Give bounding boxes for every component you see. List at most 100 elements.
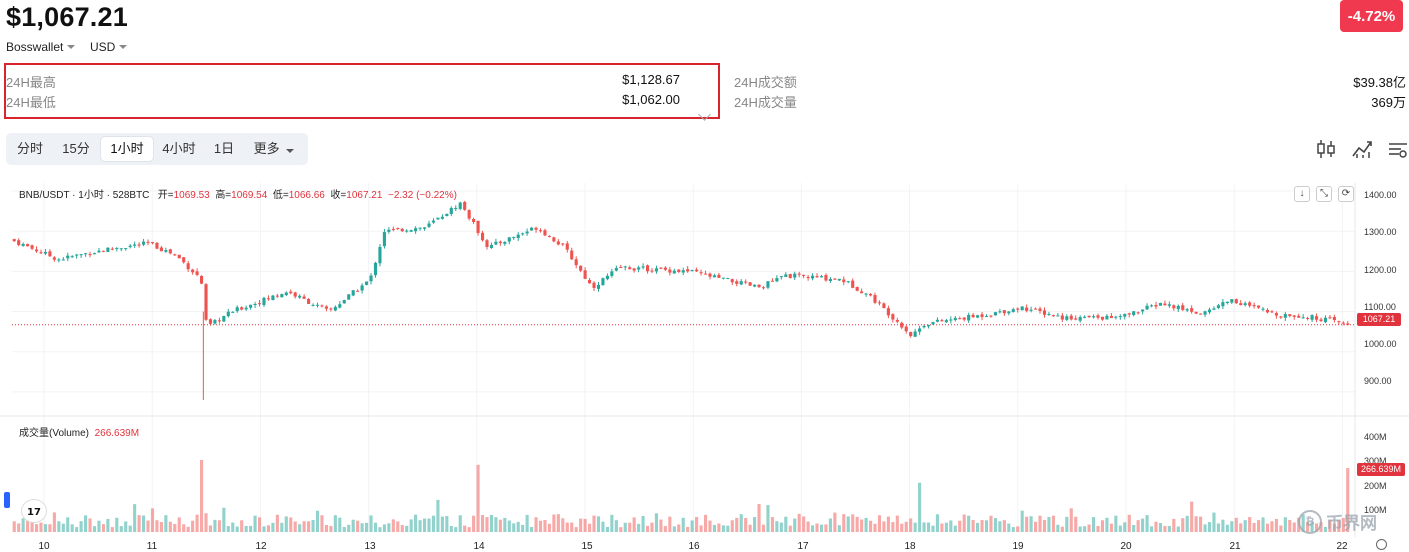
volume-bar — [663, 526, 667, 532]
candle-body — [454, 207, 458, 209]
tab-4h[interactable]: 4小时 — [162, 141, 196, 156]
candle-body — [1149, 305, 1154, 307]
volume-bar — [1332, 523, 1336, 532]
volume-bar — [1230, 521, 1234, 532]
volume-bar — [1221, 519, 1225, 532]
volume-bar — [1292, 522, 1296, 532]
candle-body — [1007, 311, 1011, 314]
volume-bar — [244, 525, 248, 532]
candle-body — [708, 273, 712, 277]
volume-bar — [1190, 501, 1194, 532]
volume-bar — [307, 521, 311, 532]
fullscreen-button[interactable]: ⤡ — [1316, 186, 1332, 202]
tab-1h[interactable]: 1小时 — [101, 137, 153, 161]
volume-bar — [690, 520, 694, 532]
candle-body — [137, 244, 141, 246]
tab-timeline[interactable]: 分时 — [16, 141, 43, 156]
volume-bar — [271, 522, 275, 532]
tab-15m[interactable]: 15分 — [62, 141, 90, 156]
volume-bar — [262, 526, 266, 532]
tab-1d[interactable]: 1日 — [213, 141, 235, 156]
volume-bar — [868, 520, 873, 532]
volume-bar — [1149, 526, 1154, 532]
candle-body — [761, 287, 766, 289]
tab-more-label: 更多 — [253, 141, 280, 156]
candle-body — [150, 242, 155, 244]
volume-bar — [1154, 521, 1158, 532]
candle-body — [1136, 312, 1140, 314]
candle-body — [168, 249, 172, 254]
candle-body — [1105, 315, 1109, 320]
volume-bar — [753, 517, 757, 532]
currency-select[interactable]: USD — [90, 40, 128, 54]
candle-body — [75, 254, 79, 256]
volume-bar — [1123, 522, 1127, 532]
candle-body — [538, 230, 543, 232]
volume-bar — [1257, 520, 1261, 532]
candle-body — [788, 274, 792, 278]
volume-bar — [1265, 523, 1270, 532]
tab-more[interactable]: 更多 — [248, 137, 300, 161]
candle-body — [422, 227, 427, 229]
highlighted-stats-box — [4, 63, 720, 119]
candle-body — [1297, 315, 1301, 318]
candle-body — [262, 297, 266, 306]
volume-bar — [191, 520, 195, 532]
candle-body — [1328, 317, 1332, 319]
volume-bar — [596, 516, 601, 532]
candle-body — [1194, 311, 1198, 314]
volume-bar — [1042, 519, 1047, 532]
candle-body — [199, 275, 204, 284]
candle-body — [677, 269, 681, 273]
candle-body — [476, 220, 480, 233]
candlestick-icon[interactable] — [1315, 138, 1337, 160]
side-panel-toggle[interactable] — [4, 492, 10, 508]
candle-body — [601, 278, 605, 286]
exchange-select[interactable]: Bosswallet — [6, 40, 76, 54]
tradingview-logo[interactable]: 17 — [22, 500, 46, 522]
candle-body — [208, 319, 213, 324]
volume-bar — [1118, 525, 1122, 532]
reset-chart-button[interactable]: ⟳ — [1338, 186, 1354, 202]
volume-bar — [989, 515, 993, 532]
volume-bar — [944, 522, 948, 532]
candle-body — [1332, 316, 1336, 321]
candle-body — [588, 279, 592, 284]
candle-body — [846, 281, 850, 283]
volume-bar — [1323, 526, 1328, 532]
candle-body — [414, 228, 418, 232]
price-chart[interactable] — [0, 180, 1409, 552]
price-change-badge: -4.72% — [1340, 0, 1403, 32]
candle-body — [472, 218, 476, 223]
candle-body — [39, 252, 43, 254]
watermark: ₿ 币界网 — [1298, 509, 1377, 534]
settings-sliders-icon[interactable] — [1387, 138, 1409, 160]
candle-body — [717, 274, 721, 278]
currency-label: USD — [90, 40, 116, 54]
volume-bar — [592, 515, 596, 532]
volume-bar — [623, 522, 627, 532]
volume-bar — [610, 514, 614, 532]
candle-body — [842, 279, 846, 283]
volume-bar — [842, 514, 846, 532]
candle-body — [61, 259, 65, 261]
candle-body — [507, 237, 511, 242]
volume-axis-label: 400M — [1364, 432, 1387, 442]
volume-bar — [43, 524, 48, 532]
candle-body — [909, 332, 913, 337]
volume-bar — [128, 525, 132, 532]
candle-body — [672, 270, 676, 274]
candle-body — [525, 231, 529, 234]
candle-body — [231, 311, 235, 313]
candle-body — [101, 250, 105, 252]
volume-bar — [1047, 517, 1051, 532]
axis-settings-icon[interactable] — [1376, 539, 1387, 550]
scroll-down-button[interactable]: ↓ — [1294, 186, 1310, 202]
volume-bar — [231, 522, 235, 532]
volume-bar — [877, 515, 882, 532]
time-axis-label: 18 — [904, 541, 916, 552]
volume-bar — [342, 527, 346, 532]
indicator-icon[interactable] — [1351, 138, 1373, 160]
volume-bar — [494, 517, 498, 532]
candle-body — [695, 269, 699, 272]
